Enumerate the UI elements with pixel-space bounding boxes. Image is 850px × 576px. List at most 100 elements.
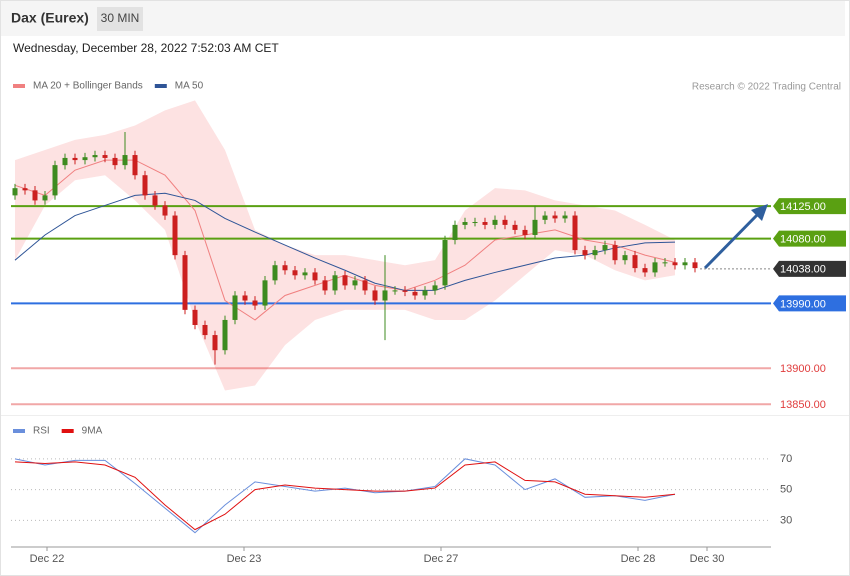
y-tick-label: 50 (780, 484, 792, 496)
legend-swatch (61, 429, 74, 433)
candle-body (392, 290, 398, 292)
level-label-box (773, 230, 846, 247)
candle-body (32, 190, 38, 201)
subtitle: Wednesday, December 28, 2022 7:52:03 AM … (13, 41, 279, 55)
candle-body (362, 280, 368, 291)
candle-body (612, 245, 618, 261)
candle-body (512, 224, 518, 230)
candle-body (82, 157, 88, 161)
candle-body (502, 219, 508, 225)
rsi-panel: 30 50 70 Dec 22 Dec 23 Dec 27 Dec 28 Dec 30 RSI 9… (11, 426, 792, 565)
level-label: 14080.00 (780, 233, 826, 245)
rsi-line (14, 461, 676, 531)
candle-body (602, 245, 608, 251)
arrow-head (751, 204, 768, 221)
chart-title: Dax (Eurex) (11, 10, 89, 26)
level-label-box (773, 295, 846, 312)
legend-swatch (13, 429, 25, 433)
rsi-line (14, 458, 676, 534)
level-label: 13900.00 (780, 363, 826, 375)
candle-body (442, 240, 448, 286)
candle-body (152, 195, 158, 206)
legend-label: 9MA (82, 426, 103, 437)
candle-body (572, 215, 578, 251)
candle-body (492, 219, 498, 225)
legend-swatch (154, 84, 167, 88)
x-tick-label: Dec 27 (424, 553, 459, 565)
candle-body (452, 224, 458, 241)
level-label-box (773, 260, 846, 277)
candle-body (282, 265, 288, 271)
candle-body (372, 290, 378, 301)
timeframe[interactable]: 30 MIN (101, 11, 140, 25)
candle-body (232, 295, 238, 320)
candle-body (672, 262, 678, 266)
candle-body (382, 290, 388, 301)
candle-body (292, 270, 298, 276)
level-label-box (773, 198, 846, 215)
candle-body (352, 280, 358, 286)
moving-average (14, 192, 676, 291)
candle-body (682, 262, 688, 266)
candle-body (192, 309, 198, 325)
candle-body (692, 262, 698, 269)
candle-body (222, 319, 228, 351)
candle-body (562, 215, 568, 219)
candle-body (462, 222, 468, 225)
arrow-shaft (703, 210, 762, 270)
candle-body (122, 155, 128, 166)
candle-body (312, 272, 318, 281)
candle-body (642, 268, 648, 273)
candle-body (62, 157, 68, 166)
legend-label: MA 50 (175, 81, 204, 92)
x-tick-label: Dec 30 (690, 553, 725, 565)
level-label: 13990.00 (780, 298, 826, 310)
candle-body (142, 175, 148, 196)
y-tick-label: 70 (780, 453, 792, 465)
candle-body (102, 155, 108, 158)
candle-body (112, 157, 118, 166)
x-tick-label: Dec 28 (621, 553, 656, 565)
candle-body (302, 272, 308, 276)
legend-swatch (13, 84, 25, 88)
legend-label: RSI (33, 426, 50, 437)
level-label: 13850.00 (780, 399, 826, 411)
candle-body (42, 195, 48, 201)
candle-body (482, 222, 488, 225)
candle-body (582, 250, 588, 256)
candle-body (92, 155, 98, 158)
legend-label: MA 20 + Bollinger Bands (33, 81, 143, 92)
candle-body (72, 157, 78, 161)
candle-body (132, 155, 138, 176)
candle-body (342, 275, 348, 286)
candle-body (532, 219, 538, 235)
level-label: 14038.00 (780, 264, 826, 276)
y-tick-label: 30 (780, 514, 792, 526)
candle-body (592, 250, 598, 256)
candle-body (202, 324, 208, 336)
level-label: 14125.00 (780, 201, 826, 213)
candle-body (182, 255, 188, 310)
candle-body (662, 262, 668, 264)
candle-body (542, 215, 548, 220)
candle-body (242, 295, 248, 301)
candle-body (52, 165, 58, 196)
candle-body (212, 335, 218, 351)
x-tick-label: Dec 22 (30, 553, 65, 565)
candle-body (522, 229, 528, 235)
price-panel: 14125.00 14080.00 14038.00 13990.00 13900.00… (11, 81, 846, 411)
bollinger-band (15, 100, 675, 391)
candle-body (22, 188, 28, 191)
source: Research © 2022 Trading Central (692, 82, 841, 93)
candle-body (472, 222, 478, 224)
timeframe-badge[interactable] (97, 7, 143, 31)
candle-body (12, 188, 18, 196)
candle-body (252, 300, 258, 306)
candle-body (432, 285, 438, 291)
candle-body (272, 265, 278, 281)
x-tick-label: Dec 23 (227, 553, 262, 565)
candle-body (402, 290, 408, 292)
candle-body (332, 275, 338, 291)
